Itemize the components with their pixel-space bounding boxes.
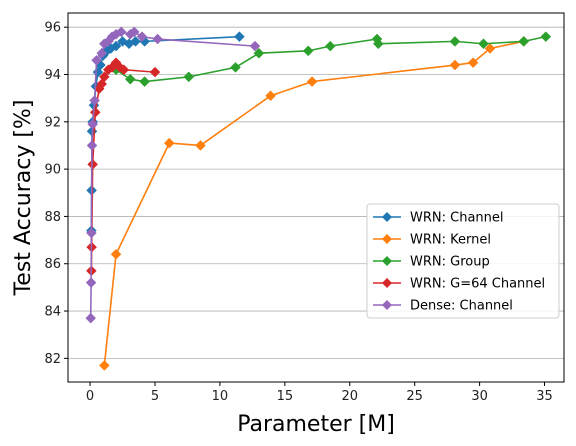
- x-tick-label: 20: [341, 389, 358, 404]
- legend-label: WRN: Channel: [410, 211, 504, 226]
- data-point: [306, 76, 318, 87]
- data-point: [124, 73, 136, 85]
- data-point: [183, 71, 195, 83]
- y-tick-label: 94: [44, 68, 61, 83]
- y-tick-label: 90: [44, 163, 61, 178]
- data-point: [234, 31, 245, 43]
- y-axis-title: Test Accuracy [%]: [11, 100, 36, 297]
- data-point: [128, 26, 140, 38]
- data-point: [91, 54, 102, 66]
- legend-label: Dense: Channel: [410, 299, 513, 314]
- data-point: [85, 312, 97, 324]
- data-point: [85, 277, 97, 289]
- data-point: [130, 36, 141, 47]
- data-point: [115, 26, 127, 38]
- data-point: [99, 71, 110, 83]
- series-wrn-kernel: [99, 36, 530, 371]
- data-point: [110, 40, 122, 52]
- legend-label: WRN: Kernel: [410, 233, 491, 248]
- data-point: [484, 43, 496, 54]
- data-point: [467, 57, 479, 69]
- legend-marker: [382, 212, 392, 222]
- x-tick-label: 0: [86, 389, 94, 404]
- y-tick-label: 84: [44, 305, 61, 320]
- x-tick-label: 5: [151, 389, 159, 404]
- data-point: [449, 36, 461, 47]
- series-line: [103, 40, 524, 366]
- data-point: [372, 38, 384, 50]
- ticks: 82 84 86 88 90 92 94 96 0 5 10 15 20 25 30 35: [44, 21, 552, 404]
- x-tick-label: 25: [406, 389, 423, 404]
- data-point: [99, 360, 110, 371]
- data-point: [152, 33, 163, 45]
- legend-marker: [382, 234, 392, 244]
- series-layer: [85, 26, 552, 371]
- y-tick-label: 82: [44, 352, 61, 367]
- data-point: [163, 137, 175, 149]
- data-point: [302, 45, 314, 57]
- data-point: [324, 40, 336, 52]
- series-dense-channel: [85, 26, 261, 324]
- data-point: [96, 47, 108, 59]
- data-point: [87, 118, 99, 130]
- plot-frame: [67, 12, 565, 383]
- data-point: [540, 31, 552, 43]
- x-tick-label: 30: [471, 389, 488, 404]
- y-tick-label: 86: [44, 257, 61, 272]
- data-point: [136, 31, 148, 43]
- legend-label: WRN: G=64 Channel: [410, 277, 545, 292]
- x-axis-title: Parameter [M]: [237, 412, 395, 437]
- legend-box: [366, 203, 560, 319]
- x-tick-label: 35: [536, 389, 553, 404]
- legend: WRN: Channel WRN: Kernel WRN: Group WRN: G=…: [366, 203, 560, 319]
- data-point: [89, 95, 100, 106]
- data-point: [518, 36, 530, 47]
- data-point: [253, 47, 265, 59]
- data-point: [139, 76, 150, 87]
- series-wrn-group: [110, 31, 552, 87]
- data-point: [86, 140, 98, 151]
- data-point: [230, 62, 241, 73]
- data-point: [265, 90, 276, 102]
- data-point: [478, 38, 489, 50]
- legend-label: WRN: Group: [410, 255, 490, 270]
- data-point: [149, 66, 161, 78]
- data-point: [110, 248, 122, 260]
- data-point: [449, 59, 461, 71]
- legend-marker: [382, 278, 392, 288]
- data-point: [249, 40, 261, 52]
- legend-marker: [382, 300, 392, 310]
- data-point: [86, 227, 97, 239]
- x-tick-label: 15: [277, 389, 294, 404]
- legend-marker: [382, 256, 392, 266]
- data-point: [118, 64, 130, 76]
- y-tick-label: 92: [44, 115, 61, 130]
- y-tick-label: 96: [44, 21, 61, 36]
- y-tick-label: 88: [44, 210, 61, 225]
- x-tick-label: 10: [212, 389, 229, 404]
- data-point: [195, 140, 206, 151]
- grid: [68, 26, 564, 359]
